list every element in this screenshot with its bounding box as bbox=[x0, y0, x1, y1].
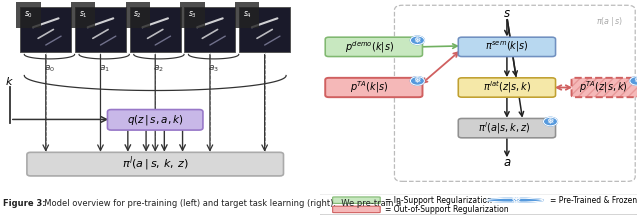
FancyBboxPatch shape bbox=[108, 110, 203, 130]
Text: $p^{TA}(z|s,k)$: $p^{TA}(z|s,k)$ bbox=[579, 80, 628, 95]
Circle shape bbox=[543, 117, 557, 126]
Text: $\pi^l(a|s,k,z)$: $\pi^l(a|s,k,z)$ bbox=[477, 120, 530, 136]
FancyBboxPatch shape bbox=[75, 7, 126, 52]
FancyBboxPatch shape bbox=[184, 7, 236, 52]
Circle shape bbox=[630, 77, 640, 85]
FancyBboxPatch shape bbox=[458, 118, 556, 138]
Text: $s_1$: $s_1$ bbox=[79, 9, 88, 20]
Circle shape bbox=[486, 198, 543, 202]
Text: ❅: ❅ bbox=[509, 194, 520, 207]
FancyBboxPatch shape bbox=[20, 7, 71, 52]
Text: $a_3$: $a_3$ bbox=[208, 63, 219, 74]
Text: ❅: ❅ bbox=[413, 76, 421, 85]
Text: $p^{demo}(k|s)$: $p^{demo}(k|s)$ bbox=[344, 39, 394, 55]
FancyBboxPatch shape bbox=[572, 78, 640, 97]
Text: $a_0$: $a_0$ bbox=[44, 63, 55, 74]
Text: ❅: ❅ bbox=[547, 117, 554, 126]
Text: $\pi(a\,|\,s)$: $\pi(a\,|\,s)$ bbox=[596, 15, 623, 28]
FancyBboxPatch shape bbox=[27, 152, 284, 176]
FancyBboxPatch shape bbox=[333, 197, 380, 203]
FancyBboxPatch shape bbox=[130, 7, 180, 52]
Text: Model overview for pre-training (left) and target task learning (right).  We pre: Model overview for pre-training (left) a… bbox=[39, 199, 401, 208]
Circle shape bbox=[410, 36, 424, 45]
Text: $\pi^{sem}(k|s)$: $\pi^{sem}(k|s)$ bbox=[485, 40, 529, 54]
Text: = In-Support Regularization: = In-Support Regularization bbox=[385, 196, 492, 205]
Text: $a$: $a$ bbox=[502, 157, 511, 169]
Text: $s_0$: $s_0$ bbox=[24, 9, 33, 20]
FancyBboxPatch shape bbox=[325, 37, 422, 57]
Text: Figure 3:: Figure 3: bbox=[3, 199, 46, 208]
Text: $\pi^l(a\,|\,s,\,k,\,z)$: $\pi^l(a\,|\,s,\,k,\,z)$ bbox=[122, 155, 189, 174]
Text: $k$: $k$ bbox=[6, 75, 14, 86]
Text: $a_2$: $a_2$ bbox=[154, 63, 164, 74]
Text: = Pre-Trained & Frozen: = Pre-Trained & Frozen bbox=[550, 196, 637, 205]
FancyBboxPatch shape bbox=[319, 194, 638, 215]
Text: $p^{TA}(k|s)$: $p^{TA}(k|s)$ bbox=[350, 80, 388, 95]
Circle shape bbox=[410, 77, 424, 85]
Text: $s_3$: $s_3$ bbox=[188, 9, 197, 20]
Text: ❅: ❅ bbox=[633, 76, 640, 85]
FancyBboxPatch shape bbox=[458, 37, 556, 57]
FancyBboxPatch shape bbox=[333, 206, 380, 213]
FancyBboxPatch shape bbox=[325, 78, 422, 97]
Text: $s_2$: $s_2$ bbox=[133, 9, 142, 20]
Text: ❅: ❅ bbox=[413, 36, 421, 45]
Text: $\pi^{lat}(z|s,k)$: $\pi^{lat}(z|s,k)$ bbox=[483, 80, 531, 95]
FancyBboxPatch shape bbox=[458, 78, 556, 97]
Text: = Out-of-Support Regularization: = Out-of-Support Regularization bbox=[385, 205, 509, 214]
Text: $q(z\,|\,s,a,k)$: $q(z\,|\,s,a,k)$ bbox=[127, 113, 184, 127]
Text: $a_1$: $a_1$ bbox=[99, 63, 109, 74]
Text: $s_4$: $s_4$ bbox=[243, 9, 252, 20]
FancyBboxPatch shape bbox=[239, 7, 290, 52]
Text: $s$: $s$ bbox=[503, 6, 511, 20]
